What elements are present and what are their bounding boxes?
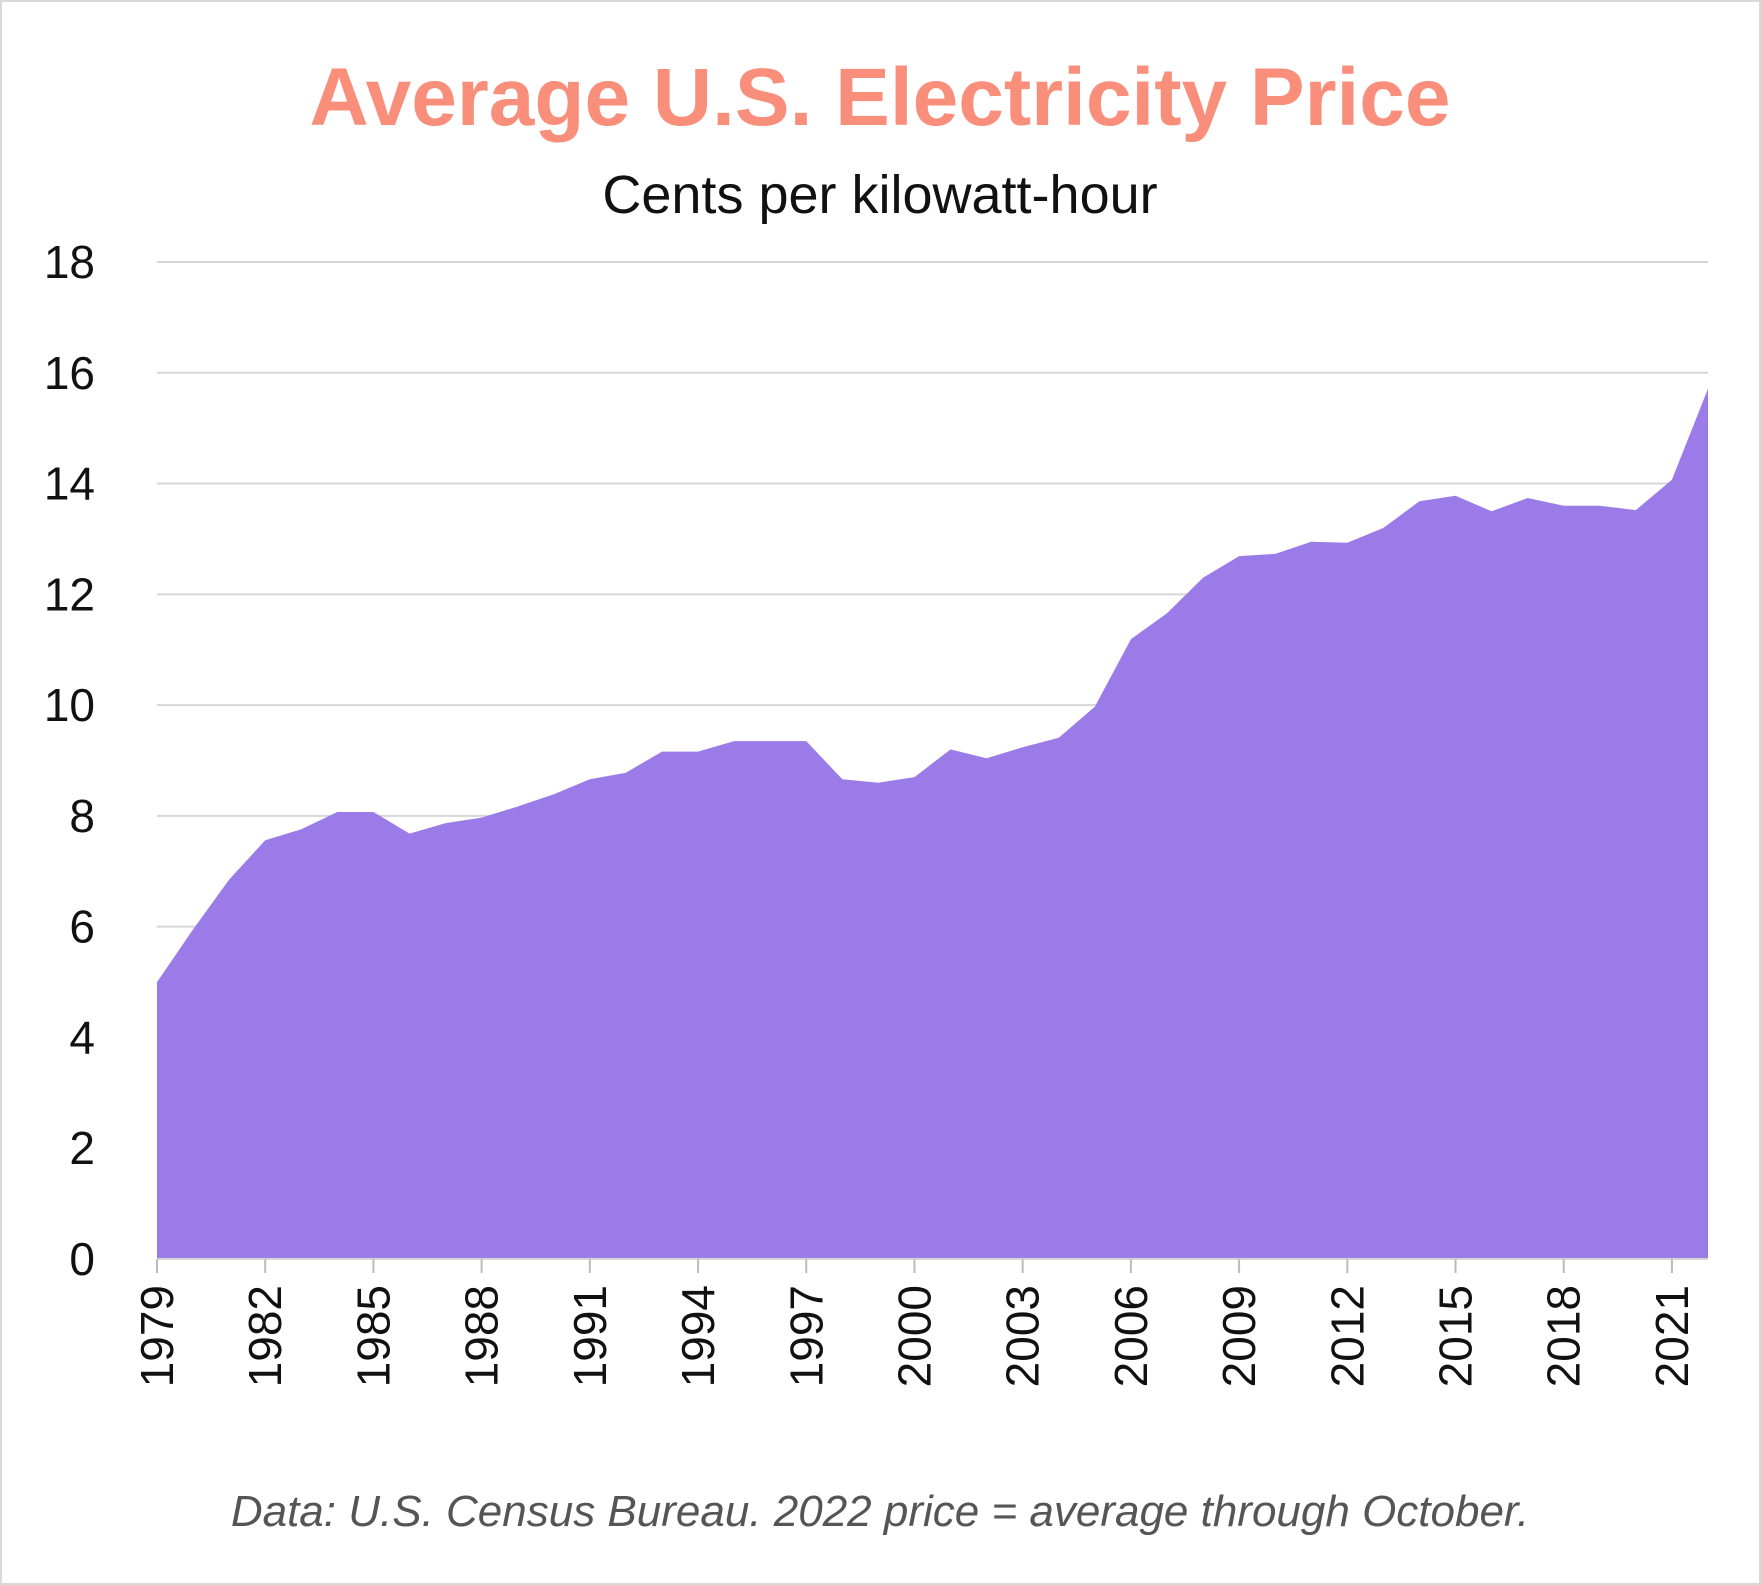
x-tick-label: 2015: [1430, 1285, 1482, 1387]
y-tick-label: 0: [69, 1233, 95, 1285]
x-tick-label: 2012: [1321, 1285, 1373, 1387]
x-tick-label: 2006: [1105, 1285, 1157, 1387]
x-tick-label: 1979: [131, 1285, 183, 1387]
x-tick-label: 1985: [347, 1285, 399, 1387]
y-tick-label: 8: [69, 790, 95, 842]
chart-title: Average U.S. Electricity Price: [310, 52, 1451, 143]
source-note: Data: U.S. Census Bureau. 2022 price = a…: [231, 1487, 1529, 1536]
y-tick-label: 14: [44, 458, 95, 510]
y-tick-label: 10: [44, 679, 95, 731]
chart-subtitle: Cents per kilowatt-hour: [602, 165, 1157, 225]
y-tick-label: 18: [44, 236, 95, 288]
x-tick-label: 1991: [564, 1285, 616, 1387]
x-tick-label: 2021: [1646, 1285, 1698, 1387]
x-tick-label: 2009: [1213, 1285, 1265, 1387]
x-tick-label: 2000: [888, 1285, 940, 1387]
x-tick-label: 1988: [456, 1285, 508, 1387]
y-tick-label: 16: [44, 347, 95, 399]
y-tick-label: 12: [44, 568, 95, 620]
x-tick-label: 1997: [780, 1285, 832, 1387]
x-tick-label: 1982: [239, 1285, 291, 1387]
y-tick-label: 2: [69, 1122, 95, 1174]
y-tick-label: 4: [69, 1011, 95, 1063]
price-area: [157, 388, 1708, 1259]
y-tick-label: 6: [69, 901, 95, 953]
x-tick-label: 2018: [1538, 1285, 1590, 1387]
x-tick-label: 1994: [672, 1285, 724, 1387]
x-tick-label: 2003: [997, 1285, 1049, 1387]
